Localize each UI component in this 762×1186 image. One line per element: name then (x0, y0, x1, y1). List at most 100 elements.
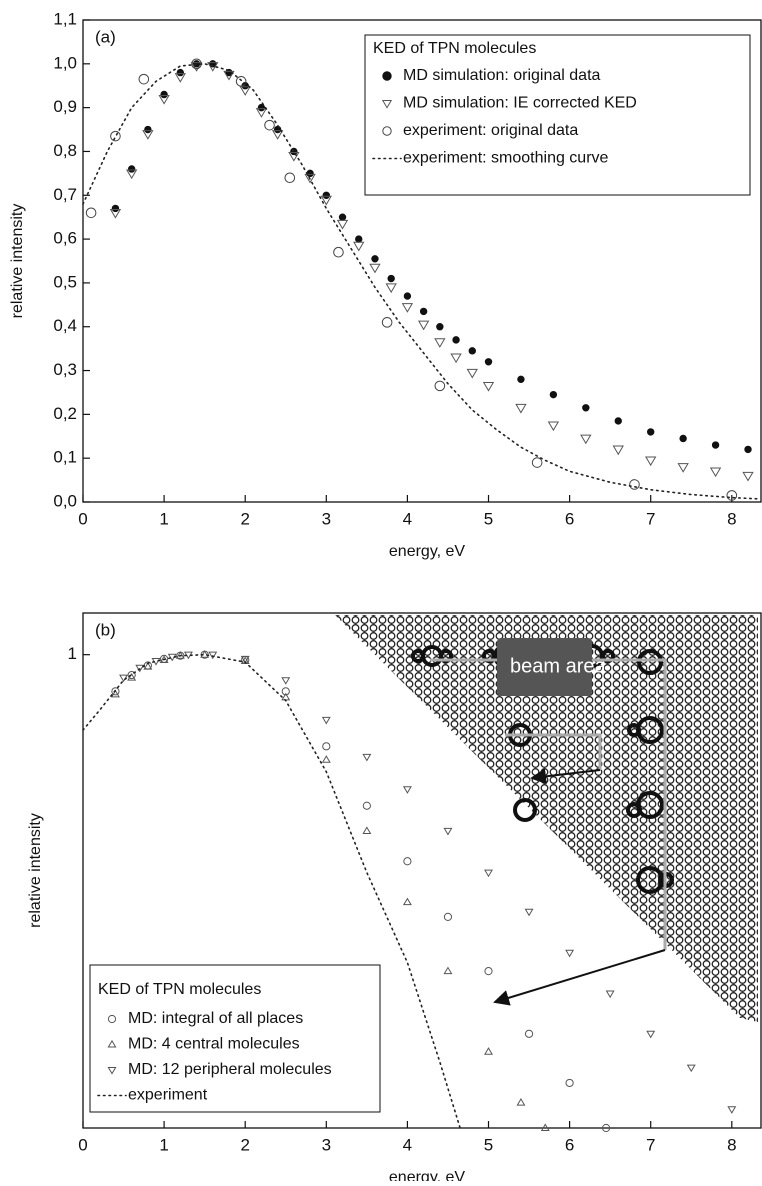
point (605, 990, 615, 999)
y-tick-label: 0,0 (53, 491, 77, 510)
point (110, 689, 120, 698)
legend-title: KED of TPN molecules (98, 981, 261, 998)
point (565, 1078, 574, 1088)
point (127, 165, 136, 173)
point (320, 195, 332, 206)
point (443, 966, 453, 975)
point (434, 380, 446, 392)
point (582, 404, 590, 412)
point (742, 471, 754, 482)
plot-frame (82, 19, 762, 503)
point (516, 1098, 526, 1106)
point (524, 908, 534, 917)
point (726, 490, 738, 501)
point (614, 417, 622, 425)
legend-label: experiment (128, 1087, 208, 1104)
point (679, 434, 687, 443)
legend-label: experiment: original data (403, 122, 578, 139)
point (450, 353, 462, 364)
y-tick-label: 1,0 (53, 53, 77, 72)
beam-box (497, 638, 592, 696)
point (239, 86, 251, 96)
point (381, 317, 393, 328)
point (580, 434, 592, 445)
arrow (493, 949, 666, 1006)
point (371, 255, 379, 263)
point (362, 753, 372, 762)
point (419, 307, 428, 316)
point (142, 130, 154, 140)
x-axis-title: energy, eV (389, 1169, 466, 1181)
point (468, 347, 476, 355)
point (482, 382, 495, 392)
y-axis-title: relative intensity (9, 204, 26, 319)
y-tick-label: 0,5 (53, 272, 77, 291)
x-tick-label: 2 (240, 509, 249, 528)
beam-frame (505, 733, 602, 770)
point (281, 687, 290, 696)
y-tick-label: 0,3 (53, 360, 77, 379)
x-tick-label: 7 (646, 509, 655, 528)
legend-box (89, 964, 381, 1113)
point (385, 283, 397, 294)
arrow (530, 768, 601, 785)
point (235, 76, 247, 87)
point (387, 274, 395, 283)
x-tick-label: 3 (322, 1135, 331, 1154)
point (452, 336, 460, 344)
x-tick-label: 7 (646, 1135, 655, 1154)
x-tick-label: 0 (78, 1135, 87, 1154)
point (612, 445, 624, 456)
point (111, 687, 120, 696)
point (524, 1029, 534, 1038)
legend-marker (107, 1014, 117, 1024)
point (436, 323, 444, 331)
panel-label: (b) (95, 620, 116, 639)
point (744, 445, 752, 454)
legend-label: MD: 12 peripheral molecules (128, 1061, 332, 1078)
point (127, 670, 136, 680)
point (646, 1030, 656, 1039)
point (565, 949, 575, 958)
x-tick-label: 8 (727, 1135, 736, 1154)
x-tick-label: 8 (727, 509, 736, 528)
point (273, 125, 282, 134)
y-tick-label: 0,9 (53, 97, 77, 116)
point (401, 303, 414, 313)
point (240, 656, 250, 665)
legend-box (364, 34, 751, 196)
point (531, 457, 543, 468)
y-tick-label: 0,4 (53, 316, 77, 335)
point (175, 651, 185, 659)
point (333, 246, 344, 258)
legend: KED of TPN molecules MD simulation: origi… (364, 34, 751, 196)
point (353, 241, 365, 252)
point (135, 664, 145, 673)
point (709, 467, 722, 478)
point (686, 1064, 696, 1073)
x-tick-label: 5 (484, 1135, 493, 1154)
point (443, 912, 453, 921)
point (549, 390, 558, 399)
x-tick-label: 0 (78, 509, 87, 528)
point (647, 428, 655, 436)
point (257, 103, 266, 112)
y-tick-label: 1 (68, 644, 77, 663)
point (144, 125, 152, 134)
point (645, 456, 657, 467)
point (484, 358, 493, 366)
x-tick-label: 6 (565, 509, 574, 528)
x-tick-label: 1 (159, 509, 168, 528)
point (601, 1123, 611, 1133)
point (306, 169, 314, 178)
legend-marker (107, 1039, 117, 1048)
point (517, 375, 525, 384)
point (255, 108, 268, 118)
point (158, 95, 170, 105)
point (85, 207, 97, 219)
point (281, 692, 291, 701)
legend: KED of TPN molecules MD: integral of all … (89, 964, 381, 1113)
point (355, 235, 363, 243)
point (321, 716, 331, 725)
